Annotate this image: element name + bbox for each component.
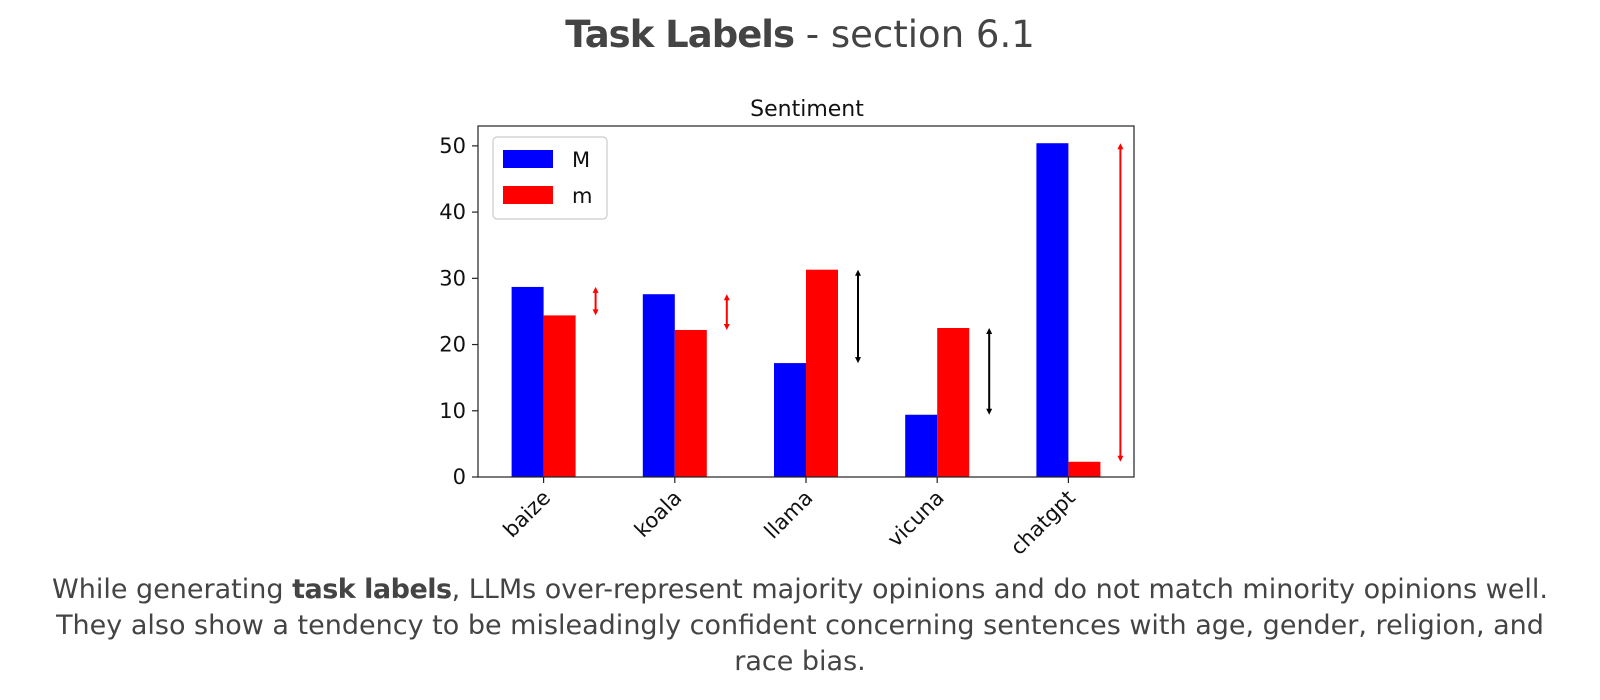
- legend: M m: [492, 136, 608, 220]
- y-tick-label-10: 10: [439, 399, 466, 423]
- arrow-head-bottom-vicuna: [986, 408, 993, 415]
- legend-label-m: m: [572, 184, 592, 208]
- arrow-head-bottom-koala: [723, 323, 730, 330]
- page-title-bold: Task Labels: [565, 13, 795, 56]
- legend-swatch-M: [503, 150, 553, 168]
- bar-M-koala: [642, 294, 675, 477]
- arrow-head-top-baize: [592, 286, 599, 293]
- page-title-section: - section 6.1: [794, 13, 1035, 56]
- sentiment-bar-chart: Sentiment 0 10 20 30 40 50 baize koala llama vic…: [439, 97, 1135, 560]
- x-axis: baize koala llama vicuna chatgpt: [499, 477, 1080, 560]
- arrow-head-bottom-llama: [855, 357, 861, 364]
- arrow-head-top-chatgpt: [1117, 143, 1124, 150]
- x-tick-label-chatgpt: chatgpt: [1006, 486, 1080, 560]
- arrow-vicuna: [986, 327, 993, 415]
- arrow-head-bottom-chatgpt: [1117, 455, 1124, 462]
- chart-title: Sentiment: [750, 97, 864, 122]
- x-tick-label-llama: llama: [760, 486, 818, 544]
- y-tick-label-30: 30: [439, 266, 466, 290]
- arrow-baize: [592, 286, 599, 316]
- bar-m-koala: [674, 329, 707, 477]
- x-tick-label-baize: baize: [499, 486, 556, 543]
- plot-area: [511, 143, 1124, 477]
- x-tick-label-vicuna: vicuna: [883, 486, 949, 552]
- arrow-head-top-koala: [723, 294, 730, 301]
- caption: While generating task labels, LLMs over-…: [0, 572, 1600, 680]
- bar-m-baize: [543, 315, 576, 477]
- y-axis: 0 10 20 30 40 50: [439, 134, 478, 489]
- bar-M-llama: [774, 363, 806, 477]
- page-title: Task Labels - section 6.1: [0, 12, 1600, 58]
- bar-M-chatgpt: [1036, 143, 1069, 477]
- arrow-koala: [723, 294, 730, 330]
- bar-M-baize: [511, 286, 544, 477]
- bar-M-vicuna: [905, 414, 938, 477]
- y-tick-label-0: 0: [453, 465, 466, 489]
- bar-m-chatgpt: [1068, 461, 1101, 477]
- bar-m-vicuna: [937, 327, 970, 477]
- arrow-chatgpt: [1117, 143, 1124, 462]
- arrow-head-bottom-baize: [592, 309, 599, 316]
- legend-label-M: M: [572, 148, 590, 172]
- arrow-head-top-vicuna: [986, 327, 993, 334]
- caption-line-2: They also show a tendency to be misleadi…: [56, 610, 1544, 641]
- y-tick-label-20: 20: [439, 333, 466, 357]
- caption-line-1-post: , LLMs over-represent majority opinions …: [451, 574, 1548, 605]
- caption-line-3: race bias.: [734, 646, 866, 677]
- y-tick-label-40: 40: [439, 200, 466, 224]
- caption-line-1-pre: While generating: [52, 574, 293, 605]
- caption-line-1-bold: task labels: [292, 574, 452, 605]
- legend-swatch-m: [503, 186, 553, 204]
- y-tick-label-50: 50: [439, 134, 466, 158]
- arrow-llama: [855, 269, 861, 364]
- bar-m-llama: [806, 269, 838, 477]
- caption-line-1: While generating task labels, LLMs over-…: [0, 572, 1600, 608]
- x-tick-label-koala: koala: [630, 486, 686, 542]
- arrow-head-top-llama: [855, 269, 861, 276]
